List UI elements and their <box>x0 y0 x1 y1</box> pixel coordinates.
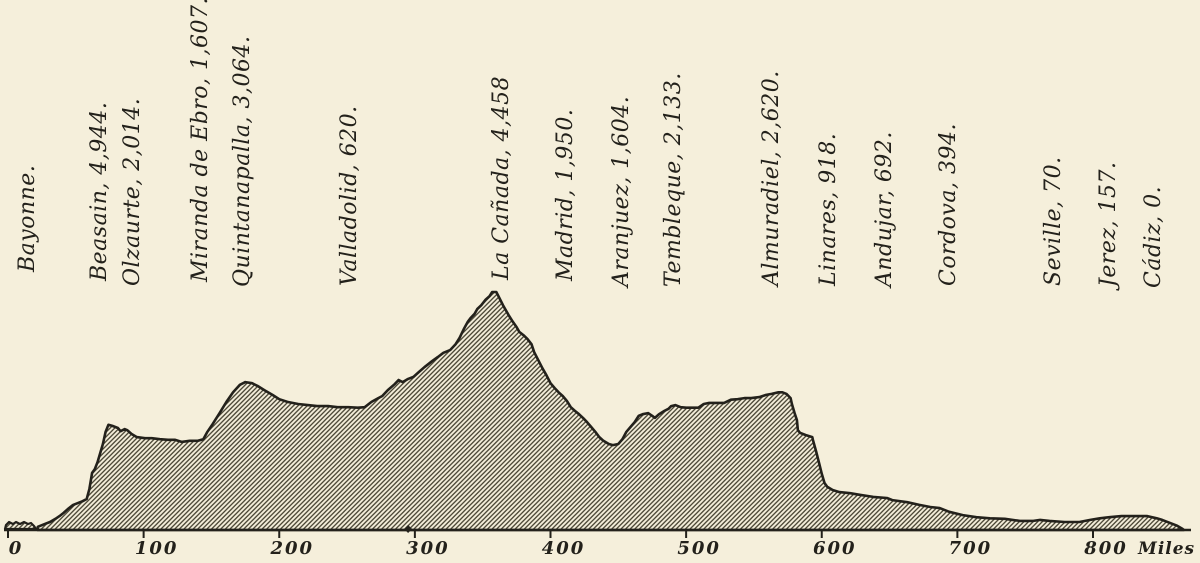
axis-tick-label: 200 <box>269 538 314 559</box>
station-label-linares: Linares, 918. <box>816 133 841 287</box>
distance-axis: 0 100 200 300 400 500 600 700 800 Miles <box>4 525 1195 559</box>
axis-tick-label: 0 <box>9 538 24 559</box>
coastline-start-bump <box>3 520 38 531</box>
station-label-la-canada: La Cañada, 4,458 <box>489 76 514 281</box>
axis-tick-label: 500 <box>677 538 721 559</box>
axis-tick-label: 700 <box>949 538 993 559</box>
station-label-valladolid: Valladolid, 620. <box>337 105 362 286</box>
axis-tick-label: 800 <box>1083 538 1128 559</box>
station-label-bayonne: Bayonne. <box>15 165 40 273</box>
axis-tick-label: 300 <box>406 538 450 559</box>
station-label-jerez: Jerez, 157. <box>1096 162 1121 291</box>
station-label-olzaurte: Olzaurte, 2,014. <box>120 98 145 286</box>
terrain-path <box>36 290 1186 532</box>
station-label-almuradiel: Almuradiel, 2,620. <box>759 70 784 288</box>
axis-marker-diamond <box>404 525 413 533</box>
station-label-andujar: Andujar, 692. <box>872 131 897 289</box>
axis-tick-label: 400 <box>542 538 586 559</box>
axis-tick-label: 100 <box>135 538 179 559</box>
station-label-beasain: Beasain, 4,944. <box>87 102 112 282</box>
axis-miles-label: Miles <box>1137 539 1195 559</box>
station-label-quintanapalla: Quintanapalla, 3,064. <box>230 35 255 287</box>
terrain-area <box>3 290 1186 532</box>
station-label-tembleque: Tembleque, 2,133. <box>661 72 686 287</box>
station-label-aranjuez: Aranjuez, 1,604. <box>609 96 634 289</box>
station-label-madrid: Madrid, 1,950. <box>553 109 578 282</box>
station-label-cordova: Cordova, 394. <box>936 123 961 286</box>
station-label-seville: Seville, 70. <box>1041 156 1066 286</box>
station-labels: Bayonne. Beasain, 4,944. Olzaurte, 2,014. M… <box>15 0 1166 291</box>
station-label-miranda-de-ebro: Miranda de Ebro, 1,607. <box>188 0 213 283</box>
axis-tick-label: 600 <box>813 538 857 559</box>
station-label-cadiz: Cádiz, 0. <box>1141 186 1166 288</box>
